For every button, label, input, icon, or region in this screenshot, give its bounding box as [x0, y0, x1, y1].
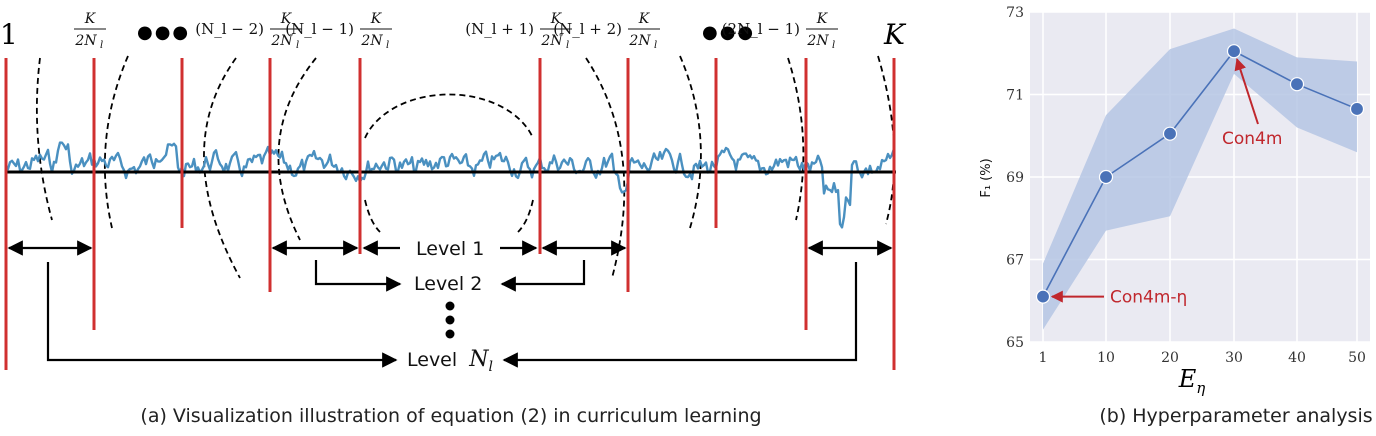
annotations: Con4m Con4m-η — [1050, 58, 1282, 308]
fraction-numerator: K — [370, 11, 383, 27]
marker-labels: K2N l(N_l − 2)K2N l(N_l − 1)K2N l(N_l + 1)K… — [74, 11, 838, 51]
x-tick-labels: 1 10 20 30 40 50 — [1039, 350, 1366, 366]
fraction-denominator: 2N — [628, 33, 651, 49]
series-line — [1042, 50, 1358, 297]
fraction-subscript: l — [386, 40, 389, 51]
arrow — [500, 260, 586, 292]
data-point — [1349, 101, 1365, 117]
series-points — [1035, 44, 1365, 304]
marker-label: K 2N l — [74, 11, 106, 51]
marker-label: (N_l − 1)K2N l — [285, 11, 392, 51]
arrow — [502, 262, 858, 368]
y-tick-label: 67 — [1006, 253, 1024, 269]
time-series-signal — [5, 141, 896, 229]
level-n-prefix: Level — [407, 349, 457, 371]
y-axis-label: F₁ (%) — [979, 158, 994, 197]
fraction-subscript: l — [566, 40, 569, 51]
marker-label: (2N_l − 1) K 2N l — [722, 11, 838, 51]
vertical-dots — [445, 301, 455, 339]
right-end-label: K — [883, 18, 907, 51]
arc — [364, 199, 381, 233]
x-tick-label: 40 — [1288, 350, 1306, 366]
x-tick-label: 50 — [1348, 350, 1366, 366]
panel-a-curriculum-diagram: 1 K ●●● ●●● K2N l(N_l − 2)K2N l(N_l − 1)K2… — [0, 11, 907, 427]
level-1-label: Level 1 — [416, 238, 484, 260]
marker-coefficient: (N_l + 2) — [553, 20, 622, 38]
arc — [679, 55, 702, 229]
x-axis-label: Eη — [1178, 365, 1206, 397]
fraction-numerator: K — [84, 11, 97, 27]
arc — [787, 57, 805, 221]
fraction-subscript: l — [832, 40, 835, 51]
level-arrows — [7, 240, 893, 368]
data-point — [1035, 289, 1051, 304]
data-point — [1162, 126, 1178, 141]
data-point — [1289, 77, 1305, 92]
caption-b: (b) Hyperparameter analysis — [1099, 405, 1372, 427]
arrow — [314, 260, 402, 292]
y-tick-labels: 65 67 69 71 73 — [1006, 5, 1024, 351]
arc — [364, 93, 534, 139]
marker-coefficient: (N_l − 2) — [195, 20, 264, 38]
arrow — [46, 262, 398, 368]
y-tick-label: 69 — [1006, 170, 1024, 186]
fraction-denominator: 2N — [74, 33, 97, 49]
con4m-arrow — [1234, 58, 1259, 125]
fraction-subscript: l — [100, 40, 103, 51]
fraction-numerator: K — [638, 11, 651, 27]
marker-coefficient: (N_l + 1) — [465, 20, 534, 38]
fraction-denominator: 2N — [540, 33, 563, 49]
red-markers — [4, 58, 896, 370]
con4m-eta-label: Con4m-η — [1110, 288, 1187, 308]
x-tick-label: 30 — [1225, 350, 1243, 366]
arc — [35, 57, 53, 221]
fraction-denominator: 2N — [806, 33, 829, 49]
y-tick-label: 73 — [1006, 5, 1024, 21]
marker-coefficient: (N_l − 1) — [285, 20, 354, 38]
fraction-numerator: K — [280, 11, 293, 27]
data-point — [1098, 169, 1114, 185]
fraction-subscript: l — [654, 40, 657, 51]
marker-label: (N_l + 1) K 2N l — [465, 11, 572, 51]
ellipsis-dots-left: ●●● — [137, 22, 190, 43]
level-n-var: N — [468, 347, 489, 372]
y-tick-label: 65 — [1006, 335, 1024, 351]
arc — [517, 199, 534, 233]
marker-coefficient: (2N_l − 1) — [722, 20, 800, 38]
fraction-denominator: 2N — [360, 33, 383, 49]
fraction-denominator: 2N — [270, 33, 293, 49]
x-tick-label: 20 — [1161, 350, 1179, 366]
marker-label: (N_l + 2)K2N l — [553, 11, 660, 51]
fraction-subscript: l — [296, 40, 299, 51]
caption-a: (a) Visualization illustration of equati… — [140, 405, 761, 427]
fraction-numerator: K — [550, 11, 563, 27]
x-tick-label: 1 — [1039, 350, 1048, 366]
x-axis-sub: η — [1196, 379, 1205, 397]
level-n-sub: l — [488, 359, 492, 375]
level-n-label: Level Nl — [407, 347, 493, 375]
panel-b-chart: 65 67 69 71 73 1 10 20 30 40 50 F₁ (%) Eη Con4m C… — [979, 5, 1373, 427]
level-2-label: Level 2 — [414, 273, 482, 295]
con4m-label: Con4m — [1222, 129, 1282, 149]
arc — [877, 55, 896, 225]
fraction-numerator: K — [816, 11, 829, 27]
x-axis-var: E — [1178, 365, 1197, 393]
data-point — [1226, 44, 1242, 59]
left-end-label: 1 — [0, 18, 18, 51]
confidence-band — [1043, 28, 1357, 330]
arc — [277, 57, 317, 241]
marker-label: (N_l − 2) K 2N l — [195, 11, 302, 51]
ellipsis-dots-right: ●●● — [702, 22, 755, 43]
arc — [103, 55, 129, 229]
x-tick-label: 10 — [1097, 350, 1115, 366]
y-tick-label: 71 — [1006, 88, 1024, 104]
